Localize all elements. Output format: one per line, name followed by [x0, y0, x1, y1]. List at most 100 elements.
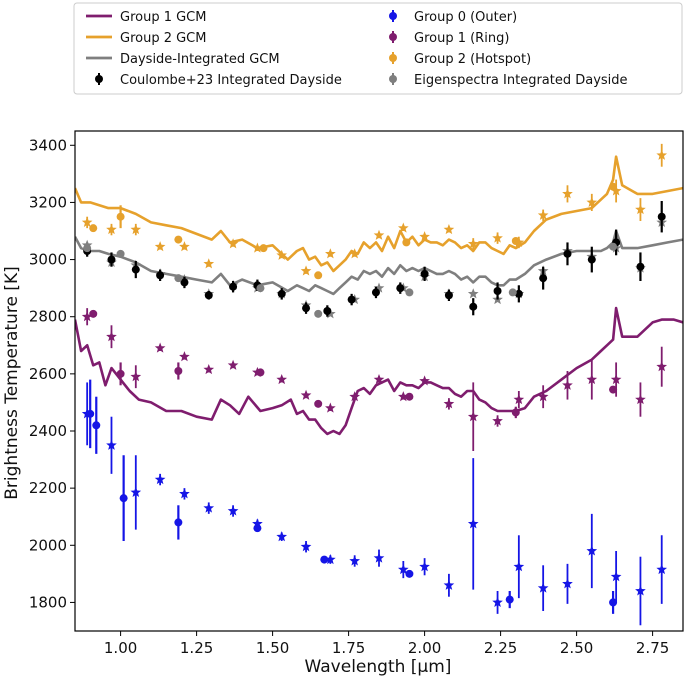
data-point — [83, 244, 92, 253]
star-marker — [397, 222, 409, 233]
star-marker — [443, 223, 455, 235]
star-marker — [656, 361, 668, 372]
star-marker — [325, 402, 336, 413]
data-point — [402, 238, 411, 247]
star-marker — [513, 561, 525, 572]
star-marker — [227, 505, 239, 516]
data-point — [302, 304, 311, 313]
data-point — [514, 289, 523, 298]
star-marker — [252, 518, 263, 529]
legend-label: Group 1 (Ring) — [414, 31, 509, 46]
group-0-outer-stars — [81, 382, 668, 626]
star-marker — [467, 411, 479, 422]
group-0-outer-points — [86, 379, 618, 614]
star-marker — [349, 248, 361, 259]
data-point — [89, 224, 98, 233]
legend-label: Eigenspectra Integrated Dayside — [414, 73, 628, 88]
y-tick-label: 2000 — [29, 536, 67, 554]
star-marker — [419, 375, 430, 386]
data-point — [107, 255, 116, 264]
star-marker — [562, 578, 573, 589]
legend-label: Dayside-Integrated GCM — [120, 52, 280, 67]
data-point — [444, 291, 453, 300]
plot-area — [75, 143, 683, 626]
legend-label: Coulombe+23 Integrated Dayside — [120, 73, 342, 88]
legend-point-swatch — [389, 54, 397, 62]
data-point — [131, 265, 140, 274]
star-marker — [154, 473, 166, 485]
star-marker — [276, 531, 288, 542]
star-marker — [635, 393, 646, 405]
data-point — [229, 282, 238, 291]
data-point — [89, 309, 98, 318]
data-point — [405, 569, 414, 578]
star-marker — [492, 596, 503, 607]
data-point — [314, 309, 323, 318]
data-point — [174, 235, 183, 244]
x-axis-label: Wavelength [μm] — [305, 657, 452, 677]
y-tick-label: 2800 — [29, 308, 67, 326]
star-marker — [276, 373, 288, 385]
y-tick-label: 3200 — [29, 193, 67, 211]
data-point — [539, 274, 548, 283]
legend-entry-eigenspectra-integrated-dayside: Eigenspectra Integrated Dayside — [389, 73, 628, 88]
plot-frame — [74, 130, 684, 632]
star-marker — [154, 342, 166, 353]
data-point — [609, 182, 618, 191]
data-point — [314, 271, 323, 280]
star-marker — [81, 311, 93, 322]
legend-label: Group 2 (Hotspot) — [414, 52, 531, 67]
x-tick-label: 2.75 — [636, 639, 669, 657]
star-marker — [513, 393, 525, 405]
data-point — [174, 274, 183, 283]
star-marker — [106, 223, 117, 235]
star-marker — [373, 552, 385, 563]
data-point — [508, 288, 517, 297]
star-marker — [154, 241, 166, 252]
data-point — [636, 262, 645, 271]
star-marker — [203, 502, 215, 513]
x-tick-label: 1.50 — [256, 639, 289, 657]
group-1-ring-points — [89, 309, 618, 419]
star-marker — [656, 149, 668, 160]
eigenspectra-integrated-dayside-stars — [81, 216, 668, 319]
star-marker — [419, 561, 430, 572]
star-marker — [492, 232, 503, 243]
x-tick-label: 1.00 — [104, 639, 137, 657]
data-point — [259, 244, 268, 253]
star-marker — [492, 415, 503, 426]
star-marker — [106, 331, 117, 342]
star-marker — [586, 545, 598, 556]
star-marker — [300, 541, 312, 552]
star-marker — [227, 359, 239, 370]
star-marker — [562, 379, 573, 390]
star-marker — [349, 555, 361, 566]
data-point — [86, 409, 95, 418]
star-marker — [635, 203, 646, 215]
y-axis-label: Brightness Temperature [K] — [2, 266, 22, 499]
legend-point-swatch — [389, 12, 397, 20]
y-tick-label: 1800 — [29, 593, 67, 611]
star-marker — [586, 196, 598, 207]
data-point — [116, 249, 125, 258]
star-marker — [443, 398, 455, 409]
star-marker — [325, 248, 336, 259]
data-point — [511, 237, 520, 245]
star-marker — [373, 229, 385, 240]
star-marker — [203, 258, 215, 269]
star-marker — [179, 241, 190, 252]
y-tick-label: 3000 — [29, 251, 67, 269]
group-1-ring-stars — [81, 308, 668, 451]
star-marker — [610, 373, 622, 385]
y-tick-label: 2400 — [29, 422, 67, 440]
star-marker — [300, 265, 312, 276]
data-point — [371, 288, 380, 297]
data-point — [320, 555, 329, 564]
data-point — [314, 399, 323, 408]
star-marker — [130, 486, 142, 497]
data-point — [420, 269, 429, 278]
group-2-gcm-line — [75, 155, 683, 273]
data-point — [116, 369, 125, 378]
data-point — [323, 307, 332, 315]
star-marker — [81, 216, 93, 227]
